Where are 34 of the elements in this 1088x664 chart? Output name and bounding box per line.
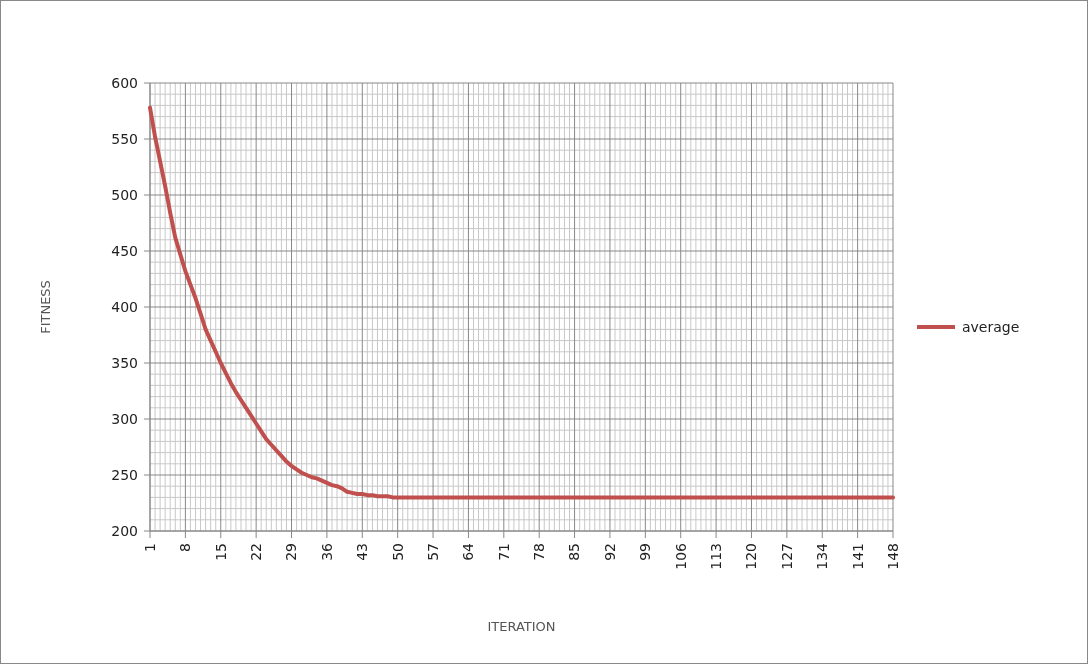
x-tick-label: 71	[495, 543, 512, 561]
x-tick-label: 148	[884, 543, 901, 570]
y-tick-label: 250	[111, 466, 138, 483]
x-tick-label: 8	[177, 543, 194, 552]
x-tick-label: 57	[424, 543, 441, 561]
x-tick-label: 36	[318, 542, 335, 561]
y-tick-label: 400	[111, 298, 138, 315]
x-tick-label: 85	[566, 543, 583, 561]
x-tick-label: 92	[601, 543, 618, 561]
x-tick-label: 29	[283, 543, 300, 561]
x-tick-label: 141	[849, 543, 866, 570]
x-tick-label: 15	[212, 543, 229, 561]
x-tick-label: 78	[531, 543, 548, 561]
x-tick-label: 1	[141, 543, 158, 552]
x-tick-label: 50	[389, 543, 406, 561]
x-tick-label: 22	[248, 543, 265, 561]
y-tick-label: 200	[111, 522, 138, 539]
y-tick-label: 450	[111, 242, 138, 259]
x-tick-label: 106	[672, 542, 689, 570]
x-tick-label: 113	[708, 543, 724, 570]
y-tick-label: 300	[111, 410, 138, 427]
y-axis-title: FITNESS	[37, 280, 53, 334]
x-tick-label: 99	[637, 543, 654, 561]
x-tick-label: 64	[460, 542, 477, 561]
y-tick-label: 350	[111, 354, 138, 371]
y-tick-label: 500	[111, 186, 138, 203]
y-tick-label: 600	[111, 74, 138, 91]
x-tick-label: 134	[814, 542, 831, 570]
x-axis-title: ITERATION	[487, 619, 556, 634]
x-tick-label: 43	[354, 543, 371, 561]
x-tick-label: 127	[778, 543, 795, 570]
legend-label: average	[962, 318, 1020, 335]
y-tick-label: 550	[111, 130, 138, 147]
x-tick-label: 120	[743, 543, 760, 570]
